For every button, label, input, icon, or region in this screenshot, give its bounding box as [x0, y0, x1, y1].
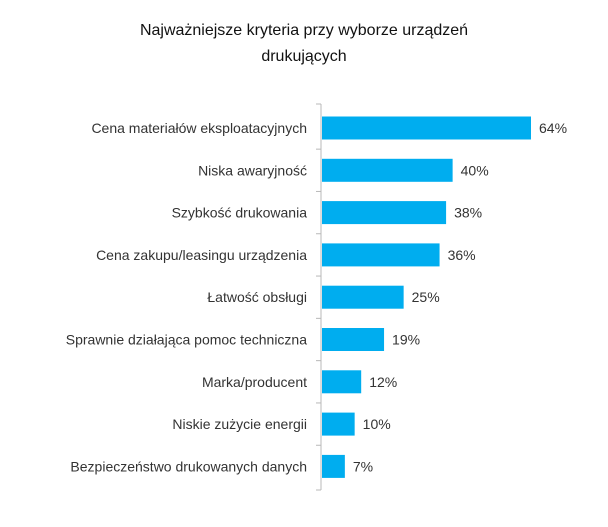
category-label-2: Szybkość drukowania	[172, 205, 308, 221]
bar-7	[322, 412, 355, 436]
category-label-7: Niskie zużycie energii	[172, 416, 307, 432]
chart-title-line-2: drukujących	[261, 48, 347, 65]
value-label-7: 10%	[363, 416, 391, 432]
bar-3	[322, 243, 440, 267]
category-label-6: Marka/producent	[202, 374, 307, 390]
bar-6	[322, 370, 362, 394]
value-label-8: 7%	[353, 458, 373, 474]
category-label-4: Łatwość obsługi	[207, 289, 307, 305]
category-label-3: Cena zakupu/leasingu urządzenia	[96, 247, 307, 263]
bar-4	[322, 285, 404, 309]
bar-1	[322, 158, 453, 182]
value-label-4: 25%	[412, 289, 440, 305]
chart-title: Najważniejsze kryteria przy wyborze urzą…	[0, 18, 608, 70]
bar-8	[322, 454, 345, 478]
bar-2	[322, 201, 447, 225]
chart-title-line-1: Najważniejsze kryteria przy wyborze urzą…	[139, 22, 469, 39]
value-label-0: 64%	[539, 120, 567, 136]
category-label-0: Cena materiałów eksploatacyjnych	[91, 120, 307, 136]
value-label-5: 19%	[392, 332, 420, 348]
category-label-8: Bezpieczeństwo drukowanych danych	[70, 458, 307, 474]
value-label-6: 12%	[369, 374, 397, 390]
bar-5	[322, 328, 385, 351]
category-label-5: Sprawnie działająca pomoc techniczna	[66, 332, 307, 348]
category-label-1: Niska awaryjność	[198, 162, 307, 178]
value-label-1: 40%	[461, 162, 489, 178]
bar-0	[322, 116, 531, 140]
value-label-3: 36%	[448, 247, 476, 263]
value-label-2: 38%	[454, 205, 482, 221]
